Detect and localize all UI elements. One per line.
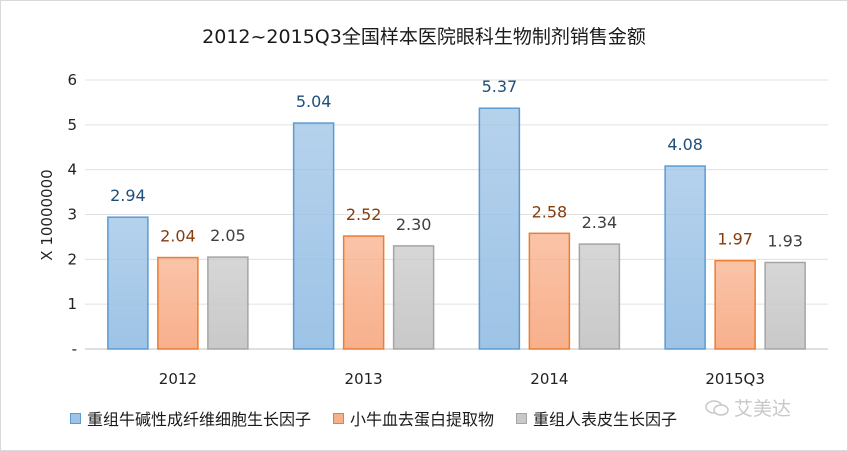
bar-2013-s3 — [392, 245, 435, 350]
y-tick-label: 1 — [67, 295, 77, 313]
data-label: 2.58 — [532, 202, 568, 221]
y-tick-label: 2 — [67, 250, 77, 268]
legend-swatch — [333, 412, 345, 424]
y-tick-label: 6 — [67, 71, 77, 89]
data-label: 2.34 — [582, 213, 618, 232]
y-tick-label: 4 — [67, 161, 77, 179]
data-label: 2.30 — [396, 215, 432, 234]
x-axis-ticks: 2012 2013 2014 2015Q3 — [159, 370, 765, 388]
legend-label: 重组牛碱性成纤维细胞生长因子 — [87, 410, 312, 429]
bar-2012-s1 — [107, 216, 149, 350]
data-label: 2.04 — [160, 227, 196, 246]
legend-swatch — [516, 412, 528, 424]
data-label: 1.97 — [717, 230, 753, 249]
y-axis-label: X 10000000 — [38, 169, 56, 260]
y-tick-label: 5 — [67, 116, 77, 134]
wechat-icon — [705, 399, 729, 416]
bars — [107, 107, 806, 350]
bar-2013-s1 — [292, 122, 335, 350]
data-label: 2.94 — [110, 186, 146, 205]
data-label: 2.05 — [210, 226, 246, 245]
bar-2015Q3-s1 — [664, 165, 706, 350]
data-label: 1.93 — [767, 231, 803, 250]
x-tick-label: 2013 — [345, 370, 383, 388]
x-tick-label: 2014 — [530, 370, 568, 388]
bar-2013-s2 — [342, 235, 385, 350]
bar-2014-s2 — [528, 232, 571, 350]
bar-2012-s2 — [157, 256, 199, 350]
bar-2014-s1 — [478, 107, 521, 350]
x-tick-label: 2015Q3 — [705, 370, 765, 388]
data-labels: 2.94 2.04 2.05 5.04 2.52 2.30 5.37 2.58 2.34 4.08… — [110, 77, 803, 250]
bar-2014-s3 — [578, 243, 621, 350]
legend: 重组牛碱性成纤维细胞生长因子 小牛血去蛋白提取物 重组人表皮生长因子 — [70, 406, 699, 430]
legend-item: 重组人表皮生长因子 — [516, 406, 677, 430]
x-tick-label: 2012 — [159, 370, 197, 388]
data-label: 5.37 — [482, 77, 518, 96]
data-label: 5.04 — [296, 92, 332, 111]
y-axis-ticks: - 1 2 3 4 5 6 — [67, 71, 77, 358]
bar-2015Q3-s3 — [764, 261, 806, 350]
y-tick-label: 3 — [67, 206, 77, 224]
legend-item: 重组牛碱性成纤维细胞生长因子 — [70, 406, 311, 430]
legend-swatch — [70, 412, 81, 424]
data-label: 2.52 — [346, 205, 382, 224]
legend-item: 小牛血去蛋白提取物 — [333, 406, 494, 430]
bar-2012-s3 — [207, 256, 249, 350]
legend-label: 小牛血去蛋白提取物 — [350, 410, 495, 429]
watermark-text: 艾美达 — [734, 398, 792, 420]
data-label: 4.08 — [667, 135, 703, 154]
bar-2015Q3-s2 — [714, 259, 756, 350]
y-tick-label: - — [72, 340, 77, 358]
chart-title: 2012~2015Q3全国样本医院眼科生物制剂销售金额 — [202, 26, 646, 48]
legend-label: 重组人表皮生长因子 — [533, 410, 678, 429]
watermark: 艾美达 — [704, 394, 791, 421]
